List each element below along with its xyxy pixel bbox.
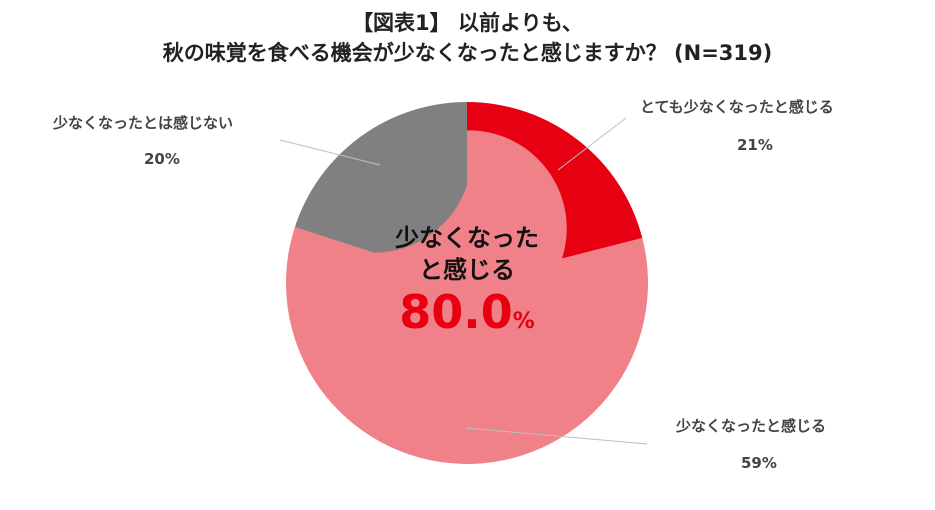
leader-line-very-decreased [557, 117, 627, 171]
slice-not-decreased [294, 102, 467, 253]
slice-pct-not-decreased: 20% [144, 150, 180, 168]
leader-line-decreased [465, 427, 648, 445]
leader-line-not-decreased [279, 139, 381, 166]
chart-title: 【図表1】 以前よりも、 秋の味覚を食べる機会が少なくなったと感じますか？ (N… [0, 8, 935, 68]
chart-title-line1: 【図表1】 以前よりも、 [352, 11, 583, 35]
chart-title-line2: 秋の味覚を食べる機会が少なくなったと感じますか？ (N=319) [162, 41, 773, 65]
center-label-line2: と感じる [419, 256, 515, 284]
center-value-unit: % [512, 309, 535, 334]
center-value-number: 80.0 [399, 285, 513, 339]
slice-pct-very-decreased: 21% [737, 136, 773, 154]
center-label: 少なくなった と感じる [367, 222, 567, 286]
slice-label-very-decreased: とても少なくなったと感じる [640, 98, 834, 116]
slice-label-decreased: 少なくなったと感じる [676, 417, 827, 435]
slice-pct-decreased: 59% [741, 454, 777, 472]
slice-label-not-decreased: 少なくなったとは感じない [53, 114, 234, 132]
center-value: 80.0% [367, 285, 567, 339]
center-label-line1: 少なくなった [395, 224, 539, 252]
